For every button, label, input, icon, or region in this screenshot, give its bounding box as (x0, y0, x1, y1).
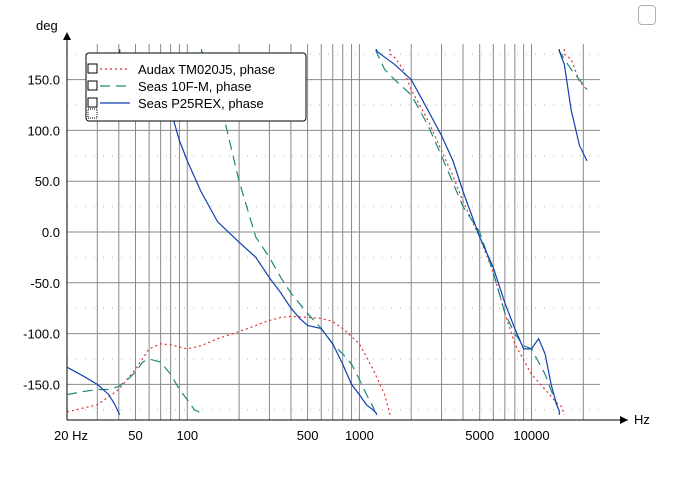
y-tick-label: -100.0 (23, 327, 60, 342)
x-tick-label: 20 Hz (54, 428, 88, 443)
y-tick-label: -50.0 (30, 276, 60, 291)
y-tick-label: 100.0 (27, 123, 60, 138)
x-tick-label: 5000 (465, 428, 494, 443)
y-tick-label: 0.0 (42, 225, 60, 240)
legend-checkbox-empty (87, 108, 98, 119)
legend-checkbox (87, 63, 98, 74)
x-tick-label: 50 (128, 428, 142, 443)
x-tick-label: 1000 (345, 428, 374, 443)
legend-entry: Audax TM020J5, phase (138, 62, 275, 77)
x-axis-arrow (620, 416, 628, 424)
y-tick-label: 50.0 (35, 174, 60, 189)
options-checkbox[interactable] (638, 5, 656, 25)
y-tick-label: 150.0 (27, 73, 60, 88)
x-tick-label: 100 (176, 428, 198, 443)
y-axis-label: deg (36, 18, 58, 33)
legend-checkbox (87, 80, 98, 91)
series-layer (67, 49, 588, 416)
legend-box (85, 52, 307, 122)
x-axis-label: Hz (634, 412, 650, 427)
axes: deg Hz 150.0 100.0 50.0 0.0 -50.0 -100.0 -150.0 2… (23, 18, 650, 443)
legend-entry: Seas 10F-M, phase (138, 79, 251, 94)
series-line-3 (67, 49, 588, 416)
x-tick-label: 500 (297, 428, 319, 443)
y-tick-label: -150.0 (23, 377, 60, 392)
legend-checkbox (87, 97, 98, 108)
legend: Audax TM020J5, phase Seas 10F-M, phase Sea… (85, 52, 307, 122)
y-axis-arrow (63, 32, 71, 40)
legend-entry: Seas P25REX, phase (138, 96, 264, 111)
x-tick-label: 10000 (513, 428, 549, 443)
